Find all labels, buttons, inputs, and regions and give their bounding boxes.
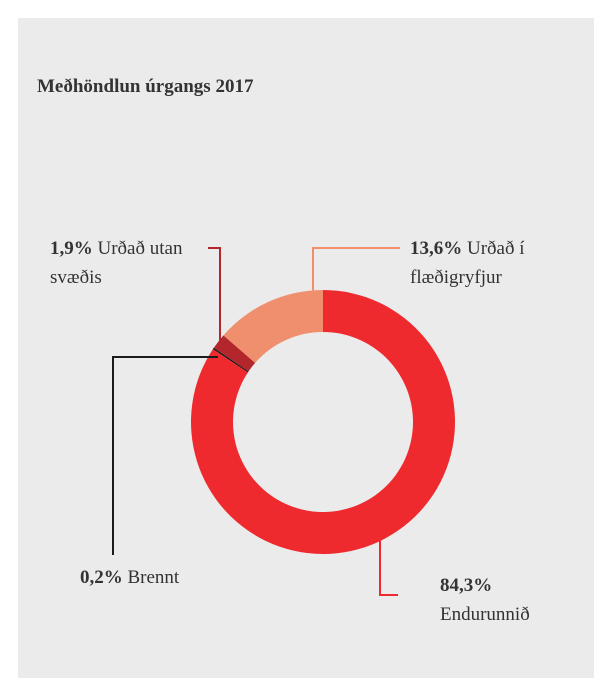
donut-slice xyxy=(223,290,323,363)
value-label: 84,3% xyxy=(440,575,493,596)
category-label: Urðað utan svæðis xyxy=(50,238,183,288)
slice-label: 0,2% Brennt xyxy=(80,563,280,592)
donut-slice xyxy=(190,290,456,554)
slice-label: 1,9% Urðað utan svæðis xyxy=(50,234,220,292)
leader-line xyxy=(379,520,398,596)
slice-label: 13,6% Urðað í flæðigryfjur xyxy=(410,234,570,292)
leader-line xyxy=(112,356,218,555)
value-label: 13,6% xyxy=(410,238,463,259)
chart-title: Meðhöndlun úrgangs 2017 xyxy=(37,76,254,97)
category-label: Urðað í flæðigryfjur xyxy=(410,238,525,288)
category-label: Endurunnið xyxy=(440,604,530,625)
category-label: Brennt xyxy=(127,567,180,588)
chart-panel xyxy=(18,18,594,678)
donut-slice xyxy=(213,335,256,372)
leader-line xyxy=(208,247,221,352)
slice-label: 84,3% Endurunnið xyxy=(440,571,530,629)
leader-line xyxy=(312,247,400,300)
value-label: 1,9% xyxy=(50,238,93,259)
value-label: 0,2% xyxy=(80,567,123,588)
donut-slice xyxy=(212,347,249,373)
